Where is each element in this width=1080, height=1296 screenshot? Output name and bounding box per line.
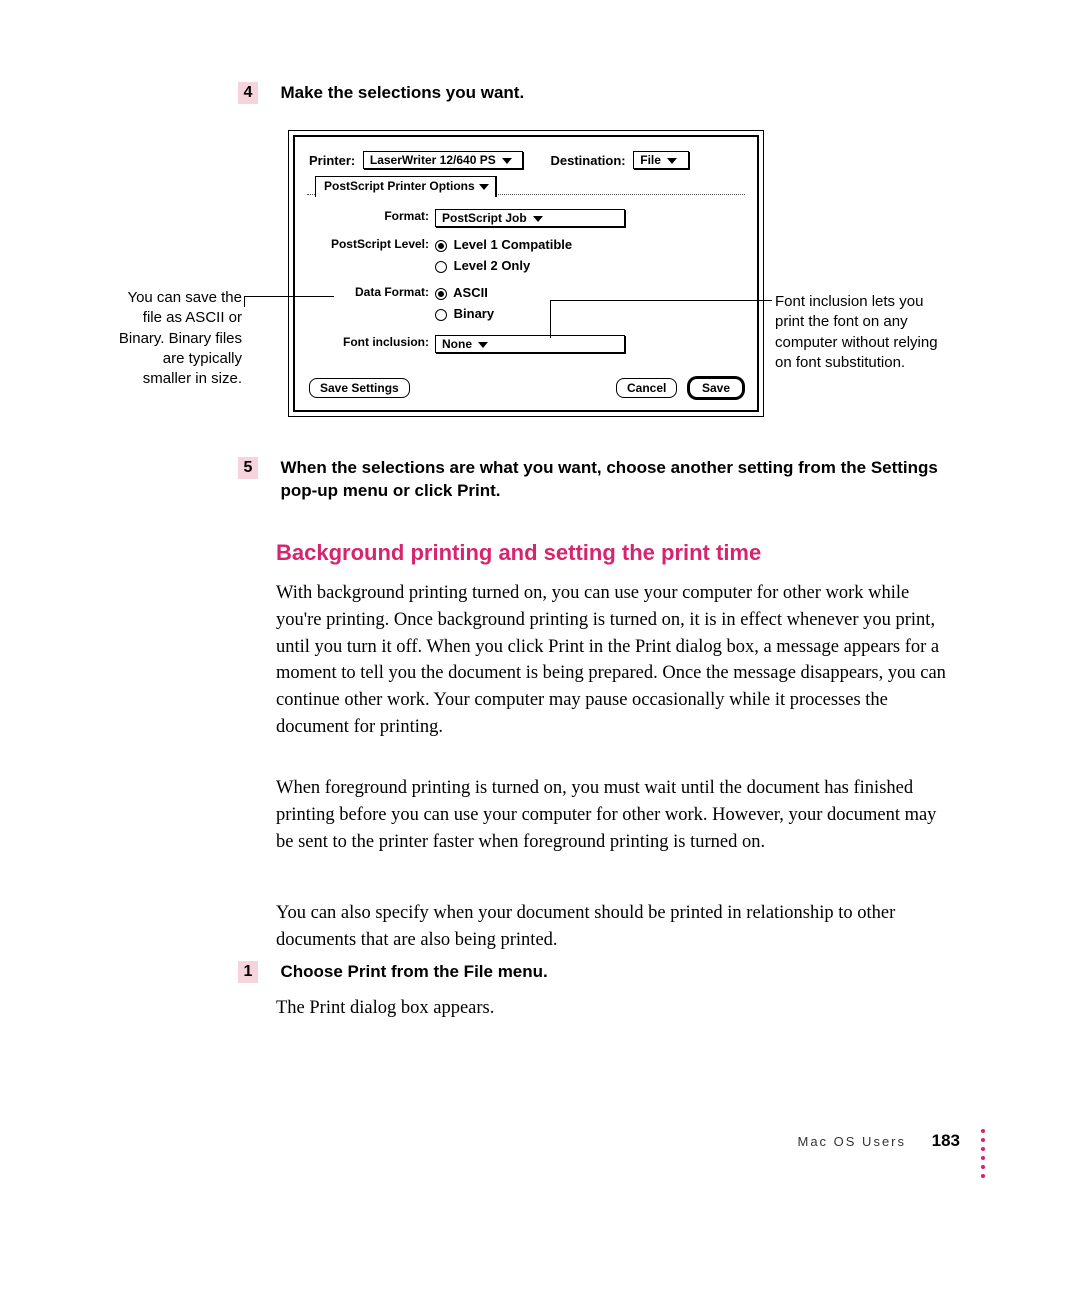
pslevel-label: PostScript Level:	[331, 237, 429, 251]
step-1-badge: 1	[238, 961, 258, 983]
fontinclusion-value: None	[442, 337, 472, 351]
callout-leader-right-v	[550, 300, 551, 338]
printer-select[interactable]: LaserWriter 12/640 PS	[363, 151, 523, 169]
pslevel-1-radio[interactable]	[435, 240, 447, 252]
step-4-text: Make the selections you want.	[280, 82, 524, 105]
chevron-down-icon	[502, 158, 512, 164]
step-1: 1 Choose Print from the File menu.	[238, 961, 548, 984]
cancel-button[interactable]: Cancel	[616, 378, 677, 398]
paragraph-2: When foreground printing is turned on, y…	[276, 775, 946, 855]
step-1-text: Choose Print from the File menu.	[280, 961, 547, 984]
paragraph-3: You can also specify when your document …	[276, 900, 946, 954]
page-footer: Mac OS Users 183	[797, 1131, 960, 1151]
print-dialog: Printer: LaserWriter 12/640 PS Destinati…	[293, 135, 759, 412]
footer-page-number: 183	[932, 1131, 960, 1150]
destination-select[interactable]: File	[633, 151, 689, 169]
step-5-badge: 5	[238, 457, 258, 479]
chevron-down-icon	[479, 184, 489, 190]
step-5: 5 When the selections are what you want,…	[238, 457, 940, 503]
print-dialog-frame: Printer: LaserWriter 12/640 PS Destinati…	[288, 130, 764, 417]
save-button[interactable]: Save	[689, 378, 743, 398]
printer-label: Printer:	[309, 153, 355, 168]
destination-value: File	[640, 153, 661, 167]
dataformat-label: Data Format:	[355, 285, 429, 299]
settings-tab-label: PostScript Printer Options	[324, 179, 475, 193]
chevron-down-icon	[667, 158, 677, 164]
dataformat-ascii-radio[interactable]	[435, 288, 447, 300]
format-label: Format:	[384, 209, 429, 223]
callout-leader-left	[244, 296, 334, 297]
pslevel-2-label: Level 2 Only	[454, 258, 531, 273]
destination-label: Destination:	[550, 153, 625, 168]
step-5-text: When the selections are what you want, c…	[280, 457, 940, 503]
save-settings-button[interactable]: Save Settings	[309, 378, 410, 398]
callout-fontinclusion: Font inclusion lets you print the font o…	[775, 292, 945, 373]
settings-tab[interactable]: PostScript Printer Options	[315, 176, 496, 197]
fontinclusion-select[interactable]: None	[435, 335, 625, 353]
callout-leader-right-h	[550, 300, 772, 301]
paragraph-4: The Print dialog box appears.	[276, 995, 946, 1022]
printer-value: LaserWriter 12/640 PS	[370, 153, 496, 167]
section-heading: Background printing and setting the prin…	[276, 540, 761, 566]
chevron-down-icon	[533, 216, 543, 222]
dataformat-binary-label: Binary	[454, 306, 494, 321]
paragraph-1: With background printing turned on, you …	[276, 580, 946, 741]
format-select[interactable]: PostScript Job	[435, 209, 625, 227]
step-4-badge: 4	[238, 82, 258, 104]
format-value: PostScript Job	[442, 211, 527, 225]
pslevel-2-radio[interactable]	[435, 261, 447, 273]
footer-section: Mac OS Users	[797, 1134, 906, 1149]
fontinclusion-label: Font inclusion:	[343, 335, 429, 349]
dataformat-binary-radio[interactable]	[435, 309, 447, 321]
dataformat-ascii-label: ASCII	[453, 285, 488, 300]
pslevel-1-label: Level 1 Compatible	[454, 237, 572, 252]
step-4: 4 Make the selections you want.	[238, 82, 524, 105]
chevron-down-icon	[478, 342, 488, 348]
callout-dataformat: You can save the file as ASCII or Binary…	[112, 288, 242, 389]
footer-dots-icon	[981, 1129, 985, 1178]
